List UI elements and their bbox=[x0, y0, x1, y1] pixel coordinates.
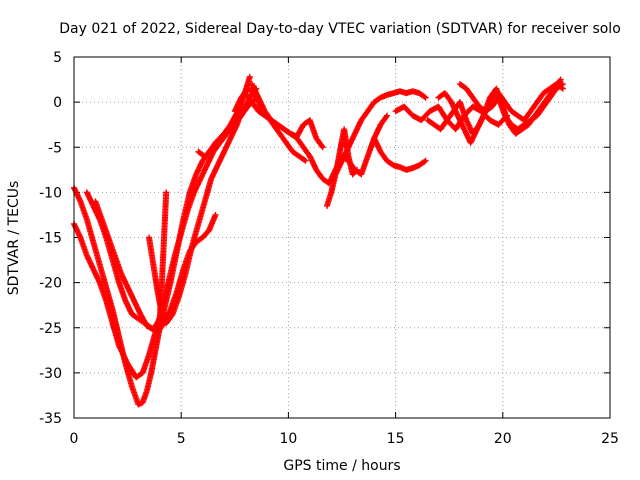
series-track-4 bbox=[92, 189, 170, 333]
x-axis-label: GPS time / hours bbox=[283, 458, 400, 474]
series-track-12 bbox=[371, 135, 429, 173]
data-point-marker bbox=[319, 144, 326, 151]
series-track-9 bbox=[231, 85, 309, 164]
data-point-marker bbox=[352, 167, 359, 174]
y-tick-label: -15 bbox=[39, 231, 62, 247]
series-track-5 bbox=[146, 103, 247, 327]
data-point-marker bbox=[212, 211, 219, 218]
data-point-marker bbox=[318, 142, 325, 149]
data-point-marker bbox=[354, 166, 361, 173]
data-point-marker bbox=[422, 94, 429, 101]
y-tick-label: 5 bbox=[53, 50, 62, 66]
series-track-3 bbox=[83, 189, 219, 336]
series-track-11 bbox=[332, 88, 429, 178]
y-tick-label: -5 bbox=[48, 140, 62, 156]
x-tick-label: 5 bbox=[177, 431, 186, 447]
data-point-marker bbox=[301, 156, 308, 163]
x-tick-label: 0 bbox=[70, 431, 79, 447]
plot-frame bbox=[73, 56, 611, 419]
y-tick-label: -25 bbox=[39, 321, 62, 337]
data-point-marker bbox=[557, 76, 564, 83]
y-tick-label: -30 bbox=[39, 366, 62, 382]
data-point-marker bbox=[163, 189, 170, 196]
x-tick-label: 20 bbox=[494, 431, 512, 447]
y-tick-label: 0 bbox=[53, 95, 62, 111]
series-track-7 bbox=[248, 81, 391, 187]
data-point-marker bbox=[556, 77, 563, 84]
series-track-16 bbox=[424, 81, 566, 137]
y-tick-label: -35 bbox=[39, 411, 62, 427]
y-tick-label: -20 bbox=[39, 276, 62, 292]
data-layer bbox=[71, 73, 566, 408]
chart-title: Day 021 of 2022, Sidereal Day-to-day VTE… bbox=[59, 21, 621, 37]
data-point-marker bbox=[384, 112, 391, 119]
data-point-marker bbox=[421, 93, 428, 100]
data-point-marker bbox=[421, 158, 428, 165]
data-point-marker bbox=[302, 157, 309, 164]
data-point-marker bbox=[246, 73, 253, 80]
data-point-marker bbox=[383, 113, 390, 120]
data-point-marker bbox=[558, 84, 565, 91]
y-axis-label: SDTVAR / TECUs bbox=[6, 181, 22, 296]
x-tick-label: 25 bbox=[601, 431, 619, 447]
x-tick-label: 15 bbox=[387, 431, 405, 447]
data-point-marker bbox=[422, 157, 429, 164]
x-tick-label: 10 bbox=[279, 431, 297, 447]
data-point-marker bbox=[559, 85, 566, 92]
y-tick-label: -10 bbox=[39, 185, 62, 201]
